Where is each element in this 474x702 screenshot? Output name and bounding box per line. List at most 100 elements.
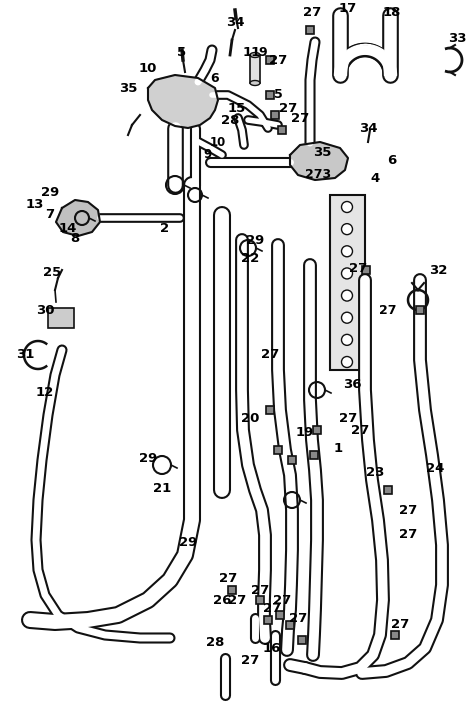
Bar bbox=[391, 631, 399, 639]
Text: 29: 29 bbox=[179, 536, 197, 548]
Text: 29: 29 bbox=[41, 185, 59, 199]
Polygon shape bbox=[148, 75, 218, 128]
Text: 273: 273 bbox=[305, 168, 331, 182]
Text: 6: 6 bbox=[387, 154, 397, 166]
Circle shape bbox=[341, 357, 353, 368]
Text: 27: 27 bbox=[228, 593, 246, 607]
Bar bbox=[256, 596, 264, 604]
Ellipse shape bbox=[250, 53, 260, 58]
Bar bbox=[384, 486, 392, 494]
Text: 8: 8 bbox=[70, 232, 80, 244]
Text: 16: 16 bbox=[263, 642, 281, 654]
Text: 27: 27 bbox=[399, 529, 417, 541]
Text: 24: 24 bbox=[426, 461, 444, 475]
Bar bbox=[48, 308, 74, 328]
Text: 5: 5 bbox=[177, 46, 187, 58]
Text: 15: 15 bbox=[228, 102, 246, 114]
Bar bbox=[298, 636, 306, 644]
Bar bbox=[286, 621, 294, 629]
Text: 7: 7 bbox=[46, 208, 55, 222]
Text: 19: 19 bbox=[296, 425, 314, 439]
Text: 27: 27 bbox=[251, 583, 269, 597]
Text: 27: 27 bbox=[399, 503, 417, 517]
Bar bbox=[313, 426, 321, 434]
Text: 20: 20 bbox=[241, 411, 259, 425]
Bar bbox=[310, 451, 318, 459]
Text: 10: 10 bbox=[210, 135, 226, 149]
Bar bbox=[330, 195, 365, 370]
Text: 27: 27 bbox=[273, 593, 291, 607]
Text: 18: 18 bbox=[383, 6, 401, 18]
Ellipse shape bbox=[250, 81, 260, 86]
Text: 27: 27 bbox=[261, 348, 279, 362]
Text: 27: 27 bbox=[269, 53, 287, 67]
Bar bbox=[266, 56, 274, 64]
Text: 27: 27 bbox=[349, 262, 367, 274]
Text: 9: 9 bbox=[258, 46, 266, 58]
Text: 23: 23 bbox=[366, 465, 384, 479]
Text: 27: 27 bbox=[339, 411, 357, 425]
Text: 28: 28 bbox=[206, 635, 224, 649]
Text: 6: 6 bbox=[210, 72, 219, 84]
Text: 29: 29 bbox=[246, 234, 264, 246]
Polygon shape bbox=[290, 142, 348, 180]
Bar bbox=[278, 126, 286, 134]
Text: 17: 17 bbox=[339, 1, 357, 15]
Text: 4: 4 bbox=[370, 171, 380, 185]
Bar bbox=[271, 111, 279, 119]
Text: 12: 12 bbox=[36, 385, 54, 399]
Bar bbox=[264, 616, 272, 624]
Text: 29: 29 bbox=[139, 451, 157, 465]
Text: 27: 27 bbox=[289, 611, 307, 625]
Polygon shape bbox=[334, 44, 396, 75]
Text: 9: 9 bbox=[204, 149, 212, 161]
Text: 35: 35 bbox=[119, 81, 137, 95]
Polygon shape bbox=[56, 200, 100, 236]
Text: 27: 27 bbox=[219, 571, 237, 585]
Circle shape bbox=[341, 312, 353, 323]
Text: 34: 34 bbox=[359, 121, 377, 135]
Circle shape bbox=[341, 290, 353, 301]
Bar bbox=[274, 446, 282, 454]
Text: 34: 34 bbox=[226, 15, 244, 29]
Circle shape bbox=[341, 201, 353, 213]
Text: 28: 28 bbox=[221, 114, 239, 126]
Text: 11: 11 bbox=[243, 46, 261, 58]
Text: 32: 32 bbox=[429, 263, 447, 277]
Text: 25: 25 bbox=[43, 265, 61, 279]
Bar bbox=[266, 91, 274, 99]
Circle shape bbox=[341, 334, 353, 345]
Text: 27: 27 bbox=[291, 112, 309, 124]
Text: 14: 14 bbox=[59, 222, 77, 234]
Bar bbox=[362, 266, 370, 274]
Bar bbox=[228, 586, 236, 594]
Text: 27: 27 bbox=[379, 303, 397, 317]
Text: 22: 22 bbox=[241, 251, 259, 265]
Text: 30: 30 bbox=[36, 303, 54, 317]
Bar bbox=[288, 456, 296, 464]
Text: 27: 27 bbox=[391, 618, 409, 632]
Bar bbox=[266, 406, 274, 414]
Text: 27: 27 bbox=[351, 423, 369, 437]
Text: 21: 21 bbox=[153, 482, 171, 494]
Circle shape bbox=[341, 246, 353, 257]
Bar bbox=[416, 306, 424, 314]
Text: 26: 26 bbox=[213, 593, 231, 607]
Bar bbox=[276, 611, 284, 619]
Text: 27: 27 bbox=[263, 602, 281, 614]
Text: 35: 35 bbox=[313, 145, 331, 159]
Text: 1: 1 bbox=[333, 442, 343, 454]
Bar bbox=[250, 55, 260, 83]
Text: 33: 33 bbox=[448, 32, 466, 44]
Text: 5: 5 bbox=[273, 88, 283, 102]
Circle shape bbox=[341, 224, 353, 234]
Text: 31: 31 bbox=[16, 348, 34, 362]
Text: 27: 27 bbox=[303, 6, 321, 18]
Text: 27: 27 bbox=[279, 102, 297, 114]
Circle shape bbox=[341, 268, 353, 279]
Text: 10: 10 bbox=[139, 62, 157, 74]
Text: 13: 13 bbox=[26, 199, 44, 211]
Text: 36: 36 bbox=[343, 378, 361, 392]
Bar bbox=[306, 26, 314, 34]
Text: 27: 27 bbox=[241, 654, 259, 666]
